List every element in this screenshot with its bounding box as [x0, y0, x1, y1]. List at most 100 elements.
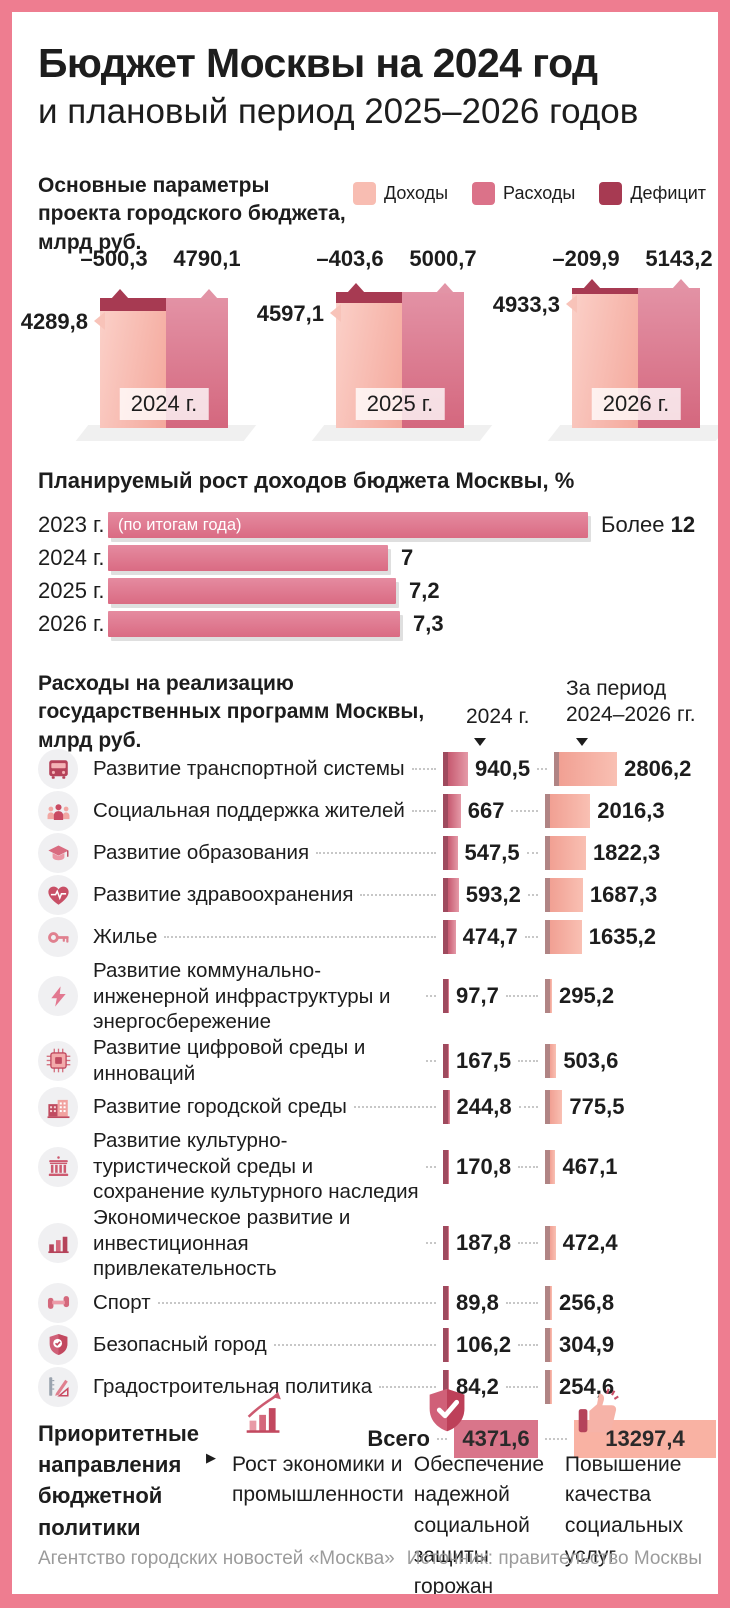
growth-bar	[108, 611, 400, 637]
construction-icon	[38, 1366, 78, 1407]
program-row: Жилье 474,7 1635,2	[38, 916, 716, 958]
chip-icon	[38, 1040, 78, 1081]
year-label: 2024 г.	[119, 388, 209, 420]
value-2024: 89,8	[456, 1289, 499, 1315]
value-cell-period: 256,8	[545, 1285, 716, 1320]
bar-2024	[443, 920, 456, 954]
income-swatch	[352, 182, 376, 205]
growth-chart-title: Планируемый рост доходов бюджета Москвы,…	[38, 468, 575, 493]
legend-label: Дефицит	[630, 183, 706, 203]
deficit-bar	[100, 288, 166, 312]
value-cell-2024: 593,2	[443, 878, 545, 912]
program-label-cell: Безопасный город	[93, 1332, 443, 1358]
program-label: Жилье	[93, 925, 158, 949]
page-title: Бюджет Москвы на 2024 год	[38, 40, 598, 86]
income-value: 4597,1	[250, 301, 341, 327]
bar-period	[545, 979, 552, 1014]
program-label-cell: Развитие транспортной системы	[93, 756, 443, 782]
program-row: Социальная поддержка жителей 667 2016,3	[38, 790, 716, 832]
value-cell-period: 304,9	[545, 1327, 716, 1362]
program-label: Экономическое развитие и инвестиционная …	[93, 1206, 351, 1281]
value-period: 467,1	[562, 1153, 618, 1179]
priorities-items: Рост экономики и промышленности Обеспечен…	[232, 1384, 716, 1594]
programs-table: Развитие транспортной системы 940,5 2806,2…	[38, 748, 716, 1408]
program-label: Развитие здравоохранения	[93, 883, 354, 907]
value-cell-period: 503,6	[545, 1043, 716, 1078]
value-period: 2016,3	[597, 798, 665, 823]
growth-year-label: 2026 г.	[38, 611, 105, 636]
dotted-leader	[273, 1343, 436, 1346]
bar-period	[545, 920, 582, 954]
value-period: 775,5	[569, 1094, 625, 1120]
priority-item: Рост экономики и промышленности	[232, 1384, 414, 1594]
culture-icon	[38, 1146, 78, 1187]
deficit-bar	[336, 282, 402, 303]
program-row: Спорт 89,8 256,8	[38, 1282, 716, 1324]
bar-2024	[443, 979, 449, 1014]
dotted-leader	[411, 768, 436, 770]
value-cell-2024: 474,7	[443, 920, 545, 954]
value-cell-2024: 97,7	[443, 979, 545, 1014]
health-icon	[38, 875, 78, 915]
program-label-cell: Жилье	[93, 924, 443, 950]
pointer-up-icon	[347, 282, 365, 293]
dotted-leader	[505, 995, 538, 998]
program-label: Развитие образования	[93, 841, 310, 865]
program-label-cell: Развитие городской среды	[93, 1094, 443, 1120]
dotted-leader	[518, 1165, 538, 1168]
safety-icon	[38, 1324, 78, 1365]
program-row: Развитие транспортной системы 940,5 2806,2	[38, 748, 716, 790]
program-label: Развитие городской среды	[93, 1095, 347, 1119]
bar-period	[545, 1285, 552, 1320]
growth-row: 2026 г. 7,3	[38, 611, 706, 637]
bar-pair: 2024 г.	[75, 278, 257, 441]
priority-item: Повышение качества социальных услуг	[565, 1384, 716, 1594]
value-period: 2806,2	[624, 756, 692, 781]
dotted-leader	[505, 1301, 538, 1304]
legend-item-expenses: Расходы	[472, 182, 575, 205]
dotted-leader	[518, 1242, 538, 1245]
economy-icon	[38, 1223, 78, 1264]
legend-label: Доходы	[383, 183, 449, 203]
value-2024: 244,8	[456, 1094, 512, 1120]
value-cell-2024: 940,5	[443, 752, 554, 786]
value-cell-2024: 187,8	[443, 1226, 545, 1261]
pointer-left-icon	[85, 312, 105, 331]
key-icon	[38, 917, 78, 957]
value-2024: 97,7	[456, 983, 499, 1009]
dotted-leader	[518, 1059, 538, 1062]
growth-chart: 2023 г. (по итогам года) Более 12 2024 г. 7 2…	[38, 512, 706, 637]
value-cell-period: 1635,2	[545, 920, 716, 954]
value-2024: 547,5	[464, 840, 520, 865]
bar-period	[545, 1149, 556, 1184]
program-label: Развитие цифровой среды и инноваций	[93, 1035, 366, 1085]
dotted-leader	[360, 894, 436, 896]
dotted-leader	[524, 936, 538, 938]
pointer-up-icon	[436, 282, 454, 293]
program-row: Экономическое развитие и инвестиционная …	[38, 1205, 716, 1282]
expenses-value: 5143,2	[645, 246, 713, 271]
growth-bar	[108, 545, 388, 571]
dotted-leader	[353, 1106, 436, 1109]
growth-value: 7,2	[409, 578, 440, 603]
programs-heading: Расходы на реализацию государственных пр…	[38, 672, 425, 752]
program-row: Развитие цифровой среды и инноваций 167,5…	[38, 1035, 716, 1086]
total-value-period: 13297,4	[574, 1419, 716, 1458]
pointer-up-icon	[672, 279, 690, 289]
year-label: 2026 г.	[591, 388, 681, 420]
program-row: Безопасный город 106,2 304,9	[38, 1324, 716, 1366]
growth-year-label: 2023 г.	[38, 512, 105, 537]
value-period: 503,6	[563, 1047, 619, 1073]
program-label-cell: Развитие здравоохранения	[93, 882, 443, 908]
dotted-leader	[426, 1165, 436, 1168]
value-cell-period: 1687,3	[545, 878, 716, 912]
value-cell-2024: 84,2	[443, 1369, 545, 1404]
bar-2024	[443, 1327, 449, 1362]
bar-2024	[443, 1090, 450, 1125]
value-2024: 940,5	[475, 756, 531, 781]
program-label: Социальная поддержка жителей	[93, 799, 405, 823]
bar-2024	[443, 1226, 449, 1261]
header: Бюджет Москвы на 2024 год и плановый пер…	[38, 40, 702, 132]
growth-bar: (по итогам года)	[108, 512, 588, 538]
budget-year-group: –209,9 5143,2 4933,3 2026 г.	[493, 246, 718, 458]
